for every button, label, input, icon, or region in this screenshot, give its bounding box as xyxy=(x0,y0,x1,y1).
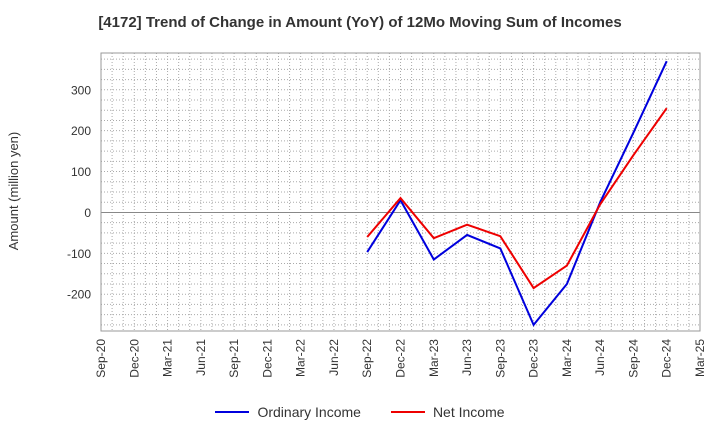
x-tick-label: Dec-21 xyxy=(260,339,274,378)
x-tick-label: Sep-24 xyxy=(626,339,640,378)
x-tick-label: Sep-21 xyxy=(227,339,241,378)
series-lines xyxy=(366,60,668,327)
series-line-net-income xyxy=(366,107,668,290)
y-axis-label: Amount (million yen) xyxy=(6,132,21,251)
x-tick-label: Jun-22 xyxy=(327,339,341,376)
x-tick-label: Jun-21 xyxy=(194,339,208,376)
legend-label-net-income: Net Income xyxy=(432,404,505,420)
y-tick-label: 0 xyxy=(84,206,91,220)
series-line-ordinary-income xyxy=(366,60,668,327)
legend-item-net-income: Net Income xyxy=(390,404,505,420)
x-tick-label: Mar-25 xyxy=(693,339,707,377)
legend-label-ordinary-income: Ordinary Income xyxy=(257,404,361,420)
x-tick-label: Sep-20 xyxy=(94,339,108,378)
x-tick-label: Mar-22 xyxy=(294,339,308,377)
legend: Ordinary Income Net Income xyxy=(0,404,720,420)
x-tick-label: Mar-23 xyxy=(427,339,441,377)
plot-frame xyxy=(100,52,701,332)
y-tick-label: 200 xyxy=(71,124,91,138)
chart-title: [4172] Trend of Change in Amount (YoY) o… xyxy=(98,14,622,31)
x-tick-label: Sep-22 xyxy=(360,339,374,378)
y-tick-label: -200 xyxy=(67,288,91,302)
x-tick-label: Mar-21 xyxy=(161,339,175,377)
axes: 300 200 100 0 -100 -200 Sep-20 Dec-20 Mar-21 Jun-… xyxy=(67,52,707,378)
x-tick-label: Dec-23 xyxy=(527,339,541,378)
y-tick-label: 300 xyxy=(71,83,91,97)
x-tick-label: Dec-24 xyxy=(660,339,674,378)
x-tick-label: Dec-22 xyxy=(394,339,408,378)
legend-item-ordinary-income: Ordinary Income xyxy=(215,404,361,420)
y-tick-label: -100 xyxy=(67,247,91,261)
x-tick-label: Sep-23 xyxy=(493,339,507,378)
x-tick-label: Jun-23 xyxy=(460,339,474,376)
grid xyxy=(101,53,700,331)
x-tick-label: Mar-24 xyxy=(560,339,574,377)
x-tick-label: Jun-24 xyxy=(593,339,607,376)
legend-swatch-ordinary-income xyxy=(215,411,250,413)
x-tick-label: Dec-20 xyxy=(127,339,141,378)
legend-swatch-net-income xyxy=(390,411,425,413)
y-tick-label: 100 xyxy=(71,165,91,179)
